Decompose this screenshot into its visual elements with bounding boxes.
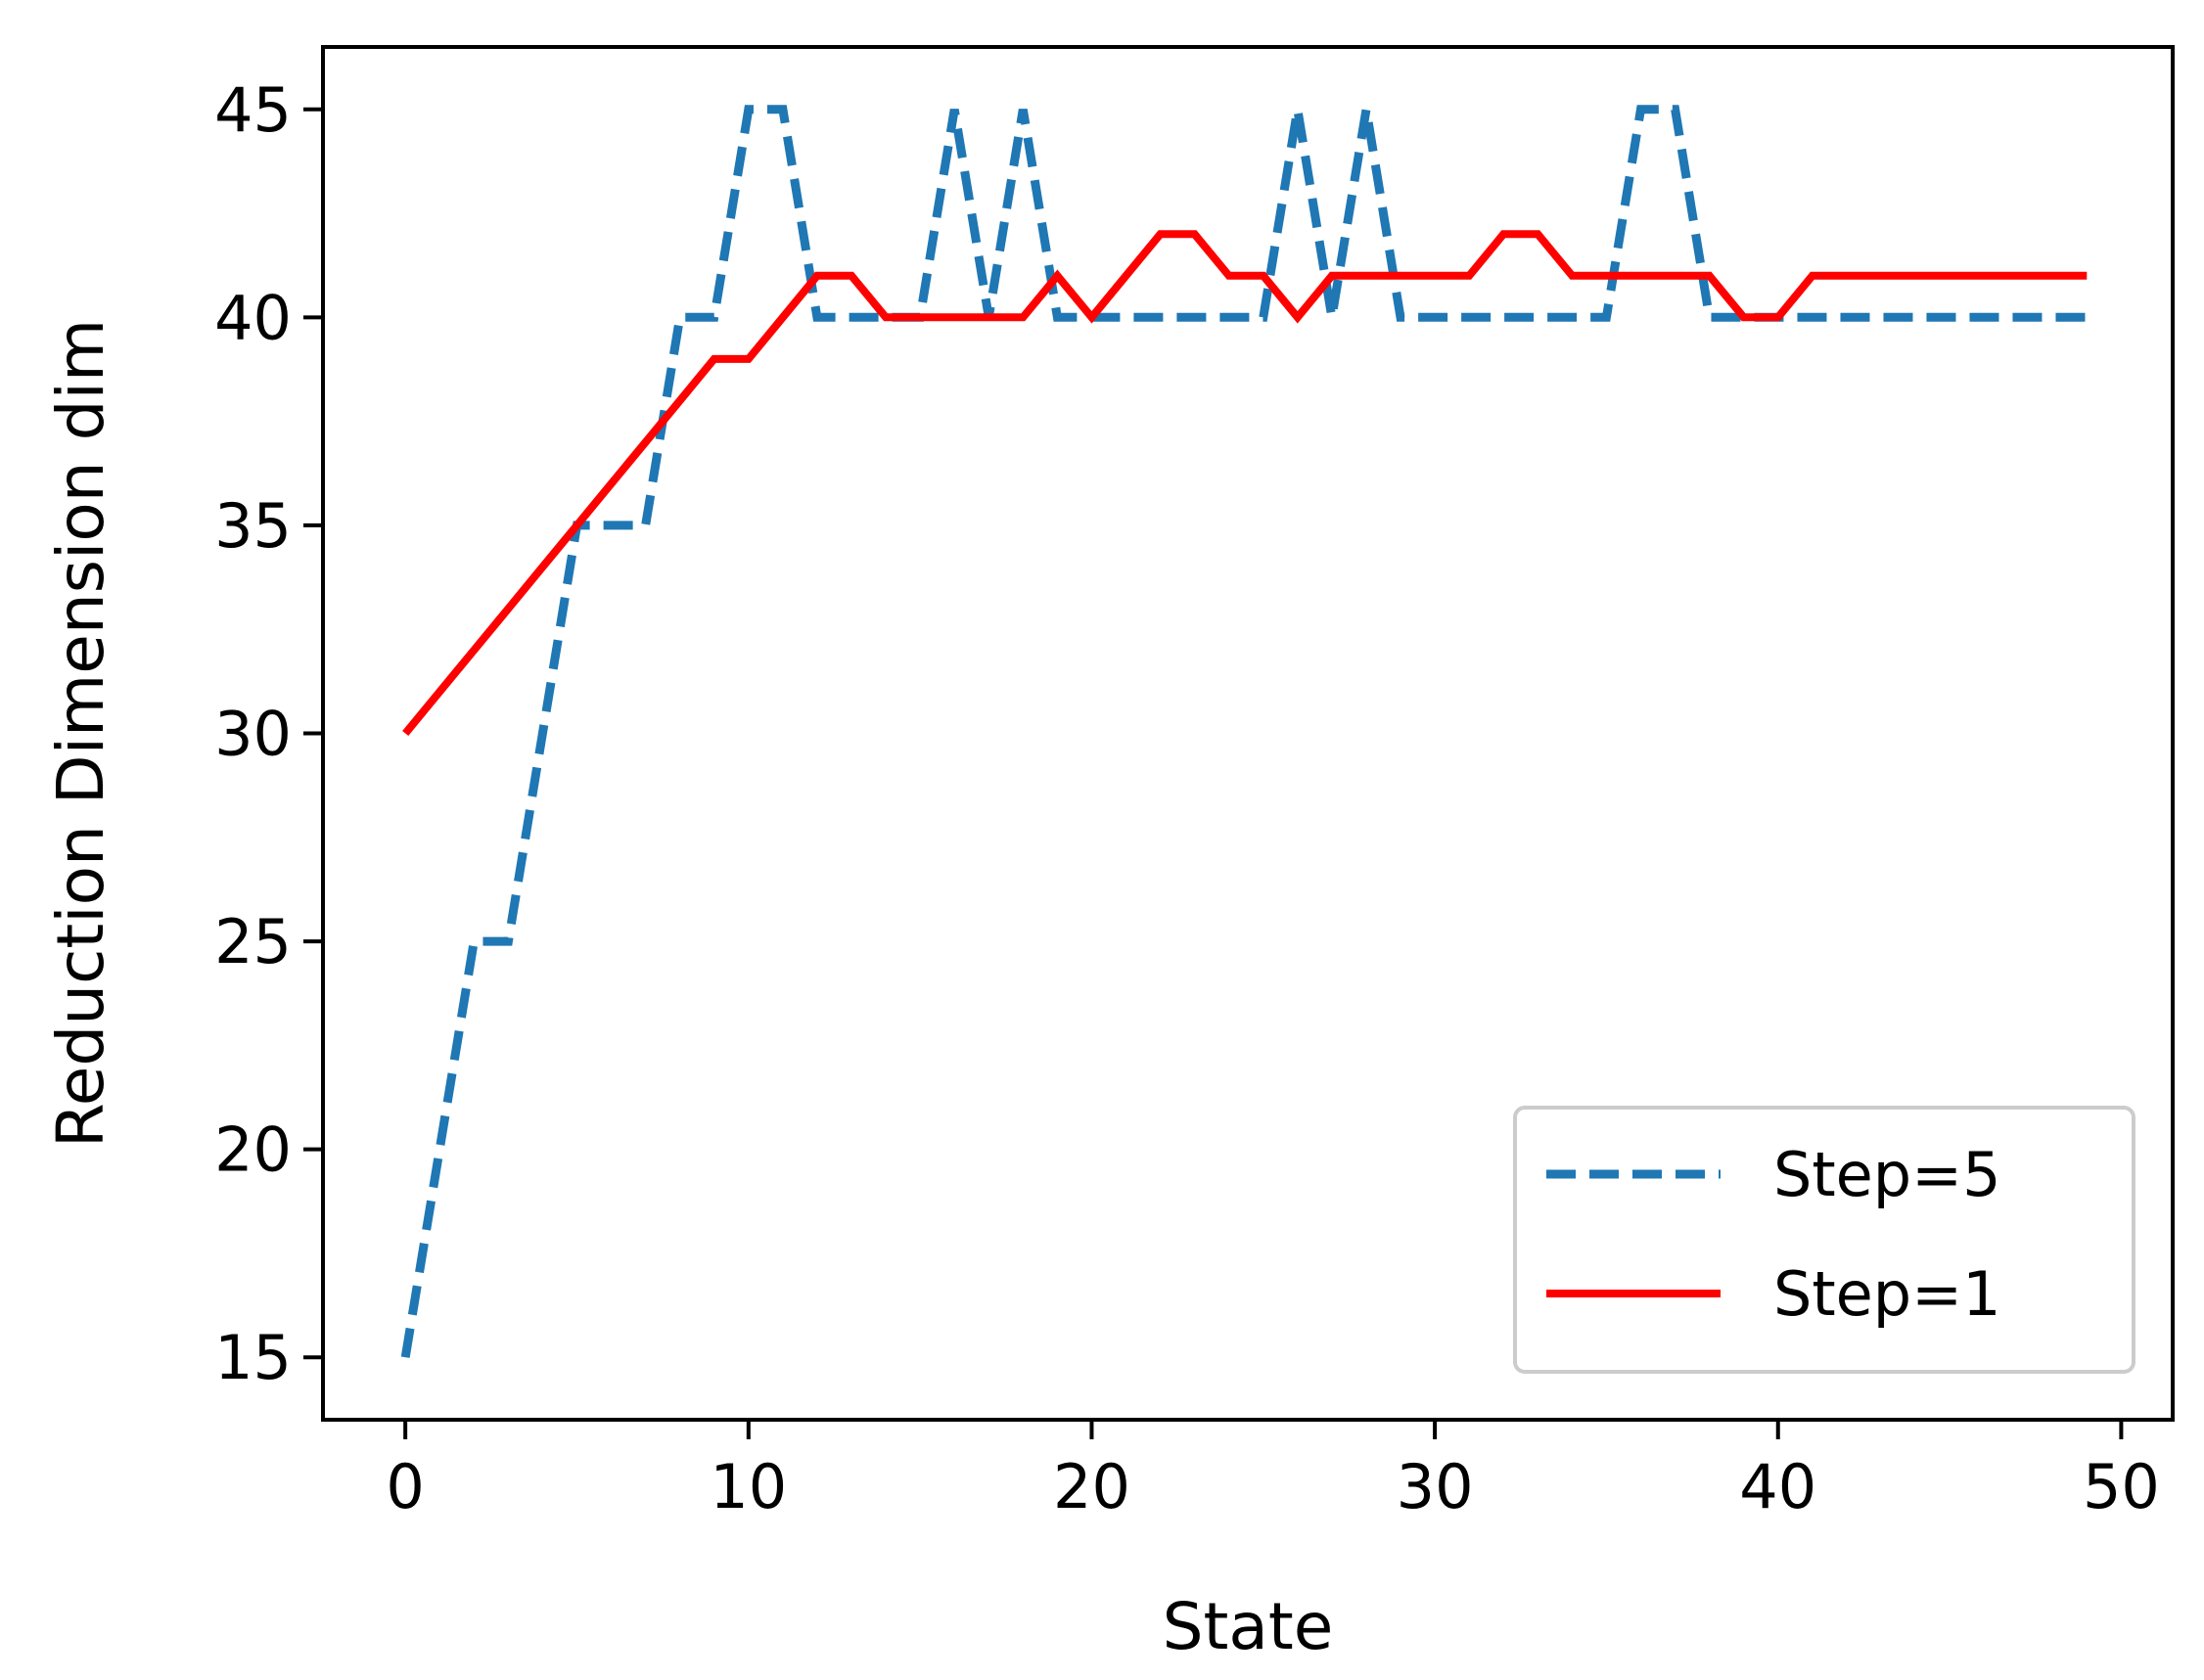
- y-tick-label: 45: [214, 74, 292, 146]
- legend-label-step5: Step=5: [1773, 1139, 2001, 1210]
- y-axis-ticks: 15 20 25 30 35 40 45: [214, 74, 323, 1393]
- series-line-1: [402, 230, 2088, 737]
- series-layer: [400, 105, 2088, 1358]
- x-axis-ticks: 0 10 20 30 40 50: [386, 1420, 2160, 1522]
- x-tick-label: 30: [1397, 1451, 1474, 1522]
- x-tick-label: 10: [710, 1451, 787, 1522]
- x-axis-label: State: [1163, 1589, 1334, 1664]
- y-tick-label: 25: [214, 906, 292, 977]
- x-tick-label: 20: [1053, 1451, 1130, 1522]
- legend: Step=5 Step=1: [1513, 1106, 2135, 1374]
- x-tick-label: 0: [386, 1451, 424, 1522]
- y-tick-label: 40: [214, 282, 292, 353]
- legend-label-step1: Step=1: [1773, 1258, 2001, 1330]
- y-axis-label: Reduction Dimension dim: [43, 319, 118, 1148]
- legend-box: [1513, 1106, 2135, 1374]
- y-tick-label: 20: [214, 1114, 292, 1186]
- series-line-0: [400, 105, 2088, 1358]
- y-tick-label: 30: [214, 699, 292, 770]
- y-tick-label: 35: [214, 490, 292, 562]
- x-tick-label: 50: [2083, 1451, 2160, 1522]
- x-tick-label: 40: [1739, 1451, 1816, 1522]
- y-tick-label: 15: [214, 1322, 292, 1393]
